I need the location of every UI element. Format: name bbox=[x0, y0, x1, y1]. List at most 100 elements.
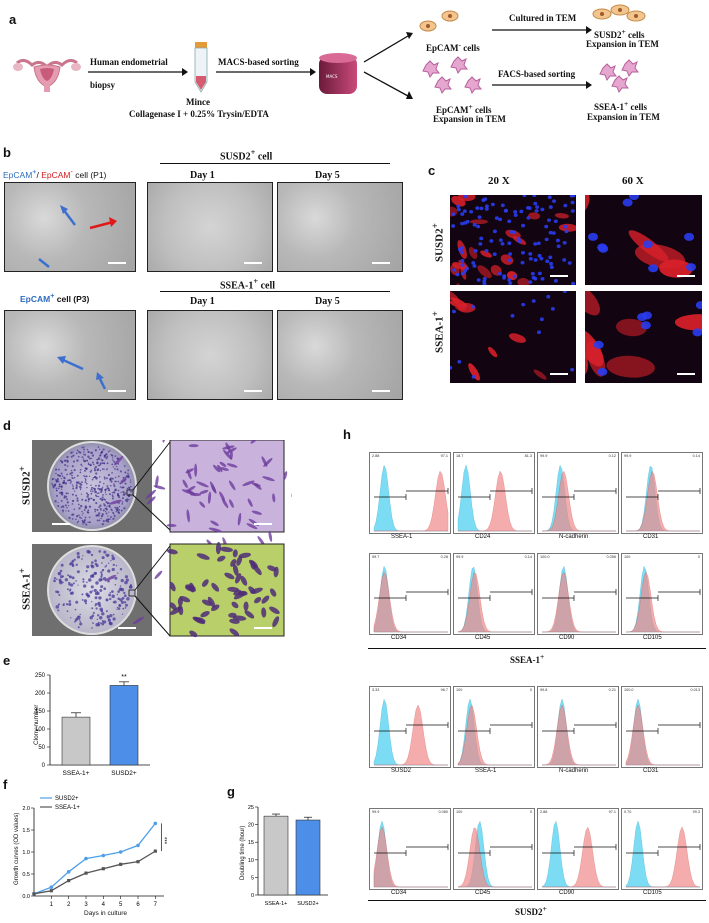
colony bbox=[83, 451, 85, 453]
colony bbox=[99, 481, 101, 484]
marker-label: CD31 bbox=[643, 768, 659, 774]
colony bbox=[92, 622, 94, 625]
scalebar bbox=[372, 390, 390, 392]
colony bbox=[119, 486, 122, 488]
nucleus bbox=[537, 253, 542, 258]
stained-cell bbox=[220, 467, 229, 471]
nucleus bbox=[521, 223, 526, 228]
colony bbox=[103, 504, 106, 507]
colony bbox=[117, 480, 120, 483]
actin-stain bbox=[455, 283, 462, 285]
colony bbox=[110, 516, 112, 518]
ssea-header: SSEA-1+ cell bbox=[220, 277, 276, 292]
colony bbox=[97, 487, 100, 490]
colony bbox=[95, 607, 98, 610]
colony bbox=[111, 590, 114, 594]
flow-histogram: 100 0 bbox=[453, 686, 535, 768]
colony bbox=[69, 472, 72, 475]
if-susd2-20x bbox=[450, 195, 576, 285]
colony bbox=[69, 583, 74, 587]
colony bbox=[77, 615, 79, 618]
stained-cell bbox=[207, 596, 216, 608]
colony bbox=[100, 489, 103, 492]
colony bbox=[64, 463, 67, 467]
stained-cell bbox=[186, 469, 192, 480]
nucleus bbox=[548, 205, 553, 209]
gate-right-percent: 0.28 bbox=[440, 555, 448, 559]
panel-c-label: c bbox=[428, 163, 436, 178]
colony bbox=[105, 564, 108, 567]
nucleus bbox=[472, 223, 477, 227]
stained-cell bbox=[221, 497, 229, 509]
colony bbox=[76, 551, 80, 556]
if-ssea-60x-cells bbox=[585, 291, 702, 378]
colony bbox=[93, 489, 96, 492]
stained-cell bbox=[226, 447, 237, 454]
nucleus bbox=[588, 232, 599, 241]
colony bbox=[107, 489, 111, 492]
gate-left-percent: 100.0 bbox=[624, 688, 634, 692]
nucleus bbox=[484, 248, 489, 253]
marker-label: N-cadherin bbox=[559, 534, 589, 540]
colony bbox=[105, 453, 108, 456]
nucleus bbox=[451, 212, 456, 216]
colony bbox=[82, 580, 85, 583]
colony bbox=[81, 465, 83, 467]
colony bbox=[112, 517, 115, 520]
colony bbox=[59, 491, 62, 495]
colony bbox=[96, 458, 99, 461]
colony bbox=[92, 487, 95, 490]
nucleus bbox=[456, 207, 461, 212]
nucleus bbox=[451, 309, 456, 314]
colony bbox=[101, 513, 104, 516]
colony bbox=[96, 468, 99, 472]
colony bbox=[120, 509, 123, 512]
colony bbox=[114, 488, 117, 491]
stained-cell bbox=[179, 595, 191, 603]
data-point bbox=[67, 879, 71, 883]
nucleus bbox=[484, 204, 489, 208]
nucleus bbox=[457, 247, 462, 252]
y-tick-label: 0 bbox=[251, 893, 254, 899]
stained-cell bbox=[228, 612, 237, 618]
colony bbox=[92, 463, 95, 466]
colony bbox=[71, 503, 74, 505]
colony bbox=[87, 455, 90, 458]
marker-peak bbox=[625, 704, 700, 766]
gate-left-percent: 2.88 bbox=[540, 810, 548, 814]
colony bbox=[98, 596, 102, 600]
colony bbox=[126, 487, 129, 490]
colony bbox=[84, 475, 86, 478]
gate-right-percent: 0 bbox=[529, 810, 532, 814]
colony bbox=[59, 569, 63, 573]
colony bbox=[55, 479, 58, 482]
colony bbox=[129, 479, 132, 481]
d-row-ssea: SSEA-1+ bbox=[17, 568, 33, 610]
colony bbox=[94, 508, 97, 511]
stained-cell bbox=[229, 628, 240, 637]
flow-histogram: 99.9 0.14 bbox=[453, 553, 535, 635]
colony bbox=[63, 602, 65, 605]
stained-cell bbox=[166, 523, 177, 527]
colony bbox=[93, 469, 97, 472]
nucleus bbox=[472, 264, 477, 268]
histogram-plot bbox=[626, 465, 701, 532]
colony bbox=[93, 476, 96, 478]
colony bbox=[75, 518, 77, 521]
colony bbox=[101, 468, 104, 470]
arrow-2 bbox=[216, 68, 316, 76]
stained-cell bbox=[108, 499, 122, 505]
colony bbox=[112, 495, 114, 498]
gate-right-percent: 0.12 bbox=[608, 454, 616, 458]
colony bbox=[67, 510, 70, 512]
actin-stain bbox=[509, 333, 526, 343]
nucleus bbox=[570, 209, 575, 213]
nucleus bbox=[563, 203, 568, 208]
colony bbox=[66, 588, 69, 591]
colony bbox=[84, 479, 87, 481]
colony bbox=[96, 477, 98, 479]
nucleus bbox=[475, 206, 480, 210]
stained-cell bbox=[250, 440, 260, 444]
colony bbox=[72, 454, 75, 457]
colony bbox=[57, 603, 61, 606]
